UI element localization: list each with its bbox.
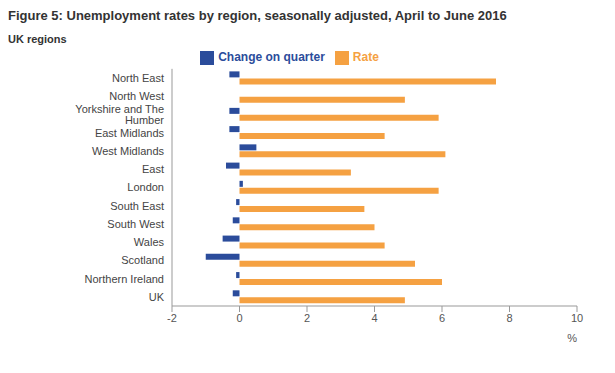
- svg-text:South East: South East: [110, 200, 164, 212]
- svg-text:West Midlands: West Midlands: [92, 145, 164, 157]
- svg-text:North West: North West: [109, 90, 164, 102]
- svg-text:4: 4: [371, 312, 377, 324]
- svg-text:10: 10: [571, 312, 583, 324]
- svg-text:6: 6: [439, 312, 445, 324]
- svg-text:%: %: [567, 332, 577, 344]
- html-text:UK regions: UK regions: [8, 33, 67, 45]
- svg-text:8: 8: [506, 312, 512, 324]
- svg-text:London: London: [127, 181, 164, 193]
- svg-text:UK: UK: [149, 291, 165, 303]
- svg-text:North East: North East: [112, 72, 164, 84]
- svg-text:2: 2: [304, 312, 310, 324]
- svg-text:South West: South West: [107, 218, 164, 230]
- svg-text:East: East: [142, 163, 164, 175]
- svg-text:Scotland: Scotland: [121, 254, 164, 266]
- svg-text:-2: -2: [167, 312, 177, 324]
- html-text:Change on quarter: Change on quarter: [218, 50, 325, 64]
- html-text:Rate: Rate: [352, 50, 379, 64]
- html-text:Figure 5: Unemployment rates b: Figure 5: Unemployment rates by region, …: [8, 8, 507, 23]
- svg-text:Wales: Wales: [134, 236, 165, 248]
- svg-text:Northern Ireland: Northern Ireland: [85, 273, 165, 285]
- svg-text:0: 0: [236, 312, 242, 324]
- svg-text:East Midlands: East Midlands: [95, 127, 165, 139]
- svg-text:Yorkshire and TheHumber: Yorkshire and TheHumber: [75, 103, 164, 126]
